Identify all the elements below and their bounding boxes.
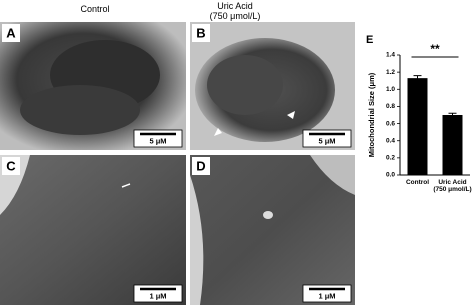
y-tick-label: 1.4 <box>386 52 395 59</box>
scale-bar-label: 1 μM <box>318 291 335 300</box>
panel-label: E <box>366 34 373 46</box>
bar <box>442 115 463 175</box>
x-tick-label: Uric Acid (750 μmol/L) <box>433 179 472 194</box>
panel-label: B <box>196 25 205 40</box>
y-axis-title: Mitochondrial Size (μm) <box>367 72 376 157</box>
y-tick-label: 1.0 <box>386 86 395 93</box>
panel-label-box <box>2 24 20 42</box>
y-tick-label: 0.6 <box>386 120 395 127</box>
panel-label-box <box>2 157 20 175</box>
panel-label-box <box>192 157 210 175</box>
panel-label-box <box>192 24 210 42</box>
column-header: Control <box>80 4 110 14</box>
panel-b-image <box>190 22 355 150</box>
error-bar <box>413 75 422 81</box>
error-bar <box>448 112 457 117</box>
panel-d-image <box>190 155 355 305</box>
scale-bar-label: 1 μM <box>149 291 166 300</box>
column-header: Uric Acid (750 μmol/L) <box>209 1 261 21</box>
panel-label: C <box>6 158 16 173</box>
scale-bar-label: 5 μM <box>318 136 335 145</box>
y-tick-label: 0.0 <box>386 172 395 179</box>
significance-label: ** <box>430 42 440 56</box>
x-tick-label: Control <box>405 179 430 186</box>
panel-label: D <box>196 158 205 173</box>
panel-a-image <box>0 22 186 150</box>
panel-label: A <box>6 25 16 40</box>
y-tick-label: 0.2 <box>386 155 395 162</box>
y-tick-label: 1.2 <box>386 69 395 76</box>
bar <box>407 78 428 175</box>
panel-c-image <box>0 155 186 305</box>
scale-bar-label: 5 μM <box>149 136 166 145</box>
y-tick-label: 0.8 <box>386 103 395 110</box>
y-tick-label: 0.4 <box>386 137 395 144</box>
